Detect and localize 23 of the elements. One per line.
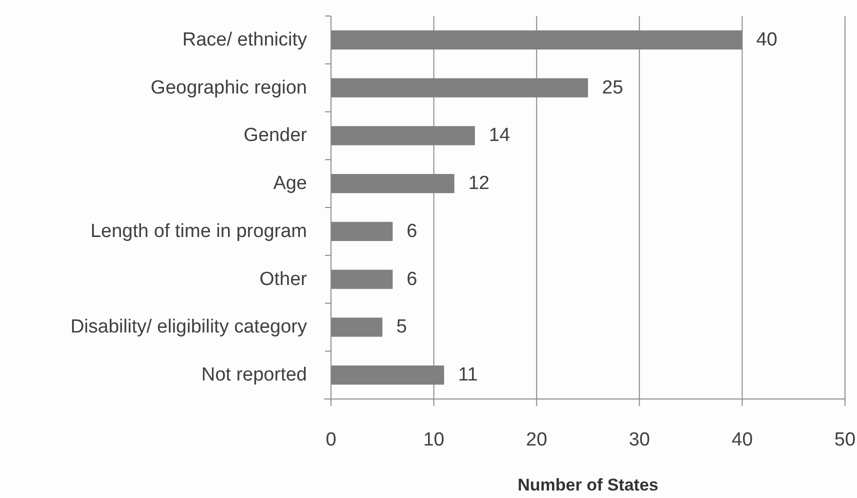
x-tick-label: 30	[628, 430, 650, 450]
x-tick-label: 50	[834, 430, 856, 450]
x-axis-title: Number of States	[518, 476, 658, 494]
y-tick-label: Other	[259, 268, 308, 290]
data-label: 40	[756, 29, 778, 50]
data-label: 25	[602, 77, 624, 98]
y-tick-label: Race/ ethnicity	[182, 29, 308, 50]
y-tick-label: Geographic region	[150, 77, 307, 98]
y-tick-label: Not reported	[201, 364, 307, 386]
data-label: 6	[406, 220, 418, 242]
y-tick-label: Disability/ eligibility category	[70, 316, 308, 338]
x-tick-label: 20	[526, 430, 548, 450]
x-tick-label: 0	[326, 430, 336, 450]
y-tick-label: Age	[273, 173, 307, 194]
x-tick-label: 40	[732, 430, 753, 450]
data-label: 6	[406, 268, 418, 290]
data-label: 12	[468, 173, 490, 194]
data-label: 11	[458, 364, 478, 386]
data-label: 5	[396, 316, 407, 338]
y-tick-label: Gender	[244, 125, 308, 146]
x-tick-label: 10	[423, 430, 444, 450]
y-tick-label: Length of time in program	[90, 220, 307, 242]
data-label: 14	[488, 125, 510, 146]
